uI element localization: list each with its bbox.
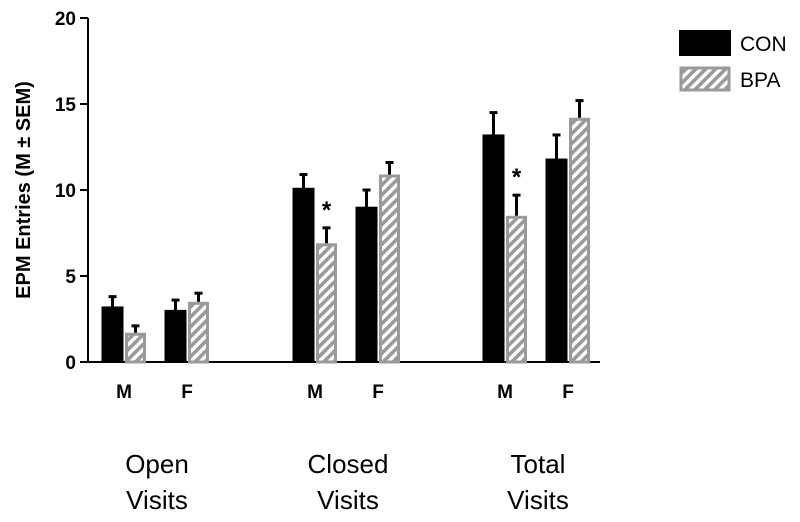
group-label-line2: Visits [507, 485, 569, 515]
bar-con [164, 309, 187, 363]
group-label-line1: Closed [308, 449, 389, 479]
bar-bpa [379, 174, 400, 364]
y-axis-label: EPM Entries (M ± SEM) [13, 81, 35, 299]
legend-label-con: CON [740, 33, 787, 56]
sex-label: M [116, 382, 132, 403]
y-tick-label: 15 [55, 95, 77, 116]
bar-con [101, 306, 124, 363]
group-label-line2: Visits [317, 485, 379, 515]
y-tick-label: 0 [65, 353, 76, 374]
legend: CON BPA [679, 30, 787, 92]
y-tick-label: 20 [55, 9, 76, 30]
group-label-line2: Visits [126, 485, 188, 515]
bar-con [355, 206, 378, 363]
y-tick-label: 5 [65, 267, 76, 288]
legend-swatch-con [679, 30, 731, 56]
significance-marker: * [512, 164, 522, 191]
group-label-line1: Total [511, 449, 566, 479]
bar-bpa [316, 243, 337, 364]
sex-label: F [372, 382, 384, 403]
bar-bpa [506, 215, 527, 364]
sex-label: F [181, 382, 193, 403]
sex-label: M [497, 382, 513, 403]
bar-bpa [125, 332, 146, 364]
bar-con [292, 187, 315, 363]
sex-label: M [307, 382, 323, 403]
bar-bpa [569, 117, 590, 364]
legend-label-bpa: BPA [740, 69, 780, 92]
bar-con [482, 134, 505, 363]
bar-bpa [188, 301, 209, 364]
significance-marker: * [322, 197, 332, 224]
legend-swatch-bpa [679, 66, 731, 92]
sex-label: F [562, 382, 574, 403]
x-labels: M F Open Visits M F Closed Visits M F Total Visits [116, 382, 574, 515]
y-tick-label: 10 [55, 181, 76, 202]
bars: ** [101, 99, 590, 364]
y-ticks: 0 5 10 15 20 [55, 9, 88, 374]
bar-con [545, 158, 568, 363]
group-label-line1: Open [125, 449, 189, 479]
